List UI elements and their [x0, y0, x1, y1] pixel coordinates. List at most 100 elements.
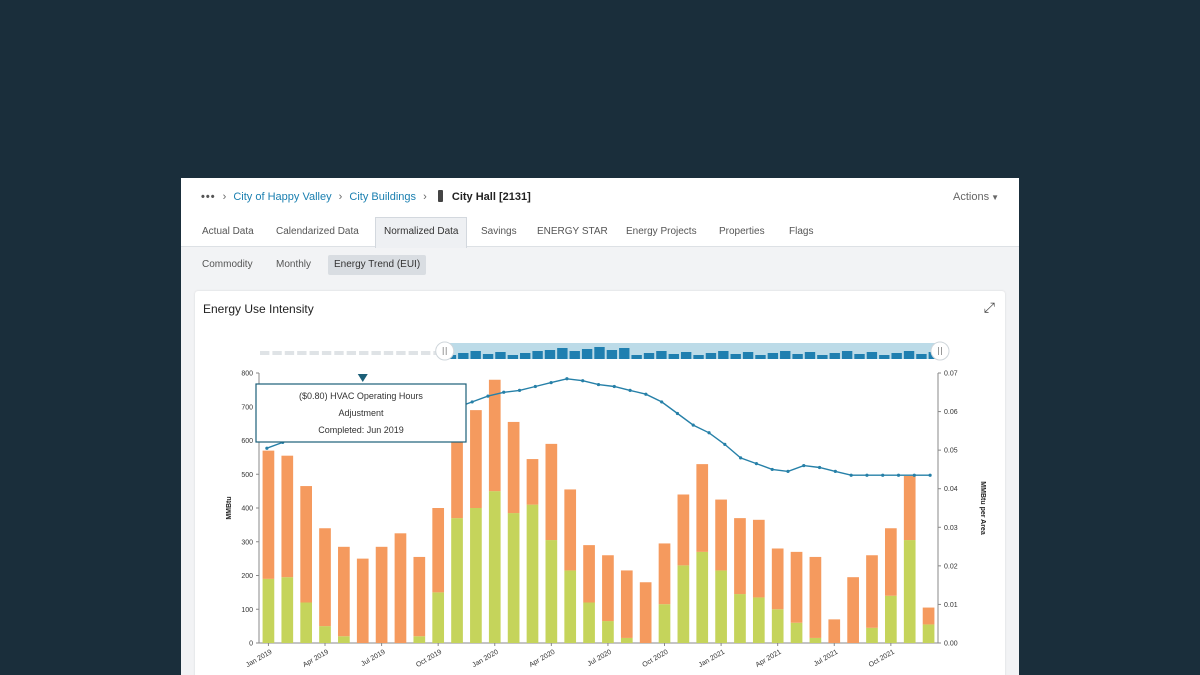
y-tick-label: 100: [241, 607, 253, 614]
x-tick-label: Oct 2021: [868, 649, 896, 669]
bar-segment-orange: [338, 546, 350, 637]
bar-segment-orange: [847, 577, 859, 643]
actions-label: Actions: [953, 191, 990, 203]
navigator-selection: [444, 343, 940, 359]
y2-tick-label: 0.06: [944, 409, 958, 416]
breadcrumb: ••• › City of Happy Valley › City Buildi…: [201, 190, 531, 203]
y-tick-label: 700: [241, 404, 253, 411]
eui-chart-card: Energy Use Intensity ⤢ 0 100 200 300 400 500 6…: [195, 291, 1005, 675]
breadcrumb-link-group[interactable]: City Buildings: [349, 191, 417, 203]
bar-segment-orange: [809, 556, 822, 638]
navigator-mini-bar: [408, 351, 418, 355]
navigator-mini-bar: [321, 351, 332, 355]
eui-line-point: [707, 431, 711, 435]
bar-segment-green: [620, 637, 633, 643]
navigator-mini-bar: [829, 353, 840, 359]
navigator-mini-bar: [705, 353, 717, 359]
eui-line-point: [470, 400, 474, 404]
bar-segment-green: [715, 570, 727, 643]
y2-tick-label: 0.01: [944, 602, 958, 609]
bar-segment-green: [488, 491, 501, 643]
navigator-mini-bar: [767, 353, 779, 359]
eui-line-point: [565, 377, 569, 381]
bar-segment-green: [413, 636, 426, 643]
navigator-mini-bar: [804, 352, 816, 359]
x-tick-label: Jul 2020: [587, 649, 614, 668]
eui-line-point: [533, 384, 537, 389]
bar-segment-green: [545, 540, 558, 643]
navigator-mini-bar: [482, 354, 494, 359]
tooltip-line: Adjustment: [338, 408, 384, 418]
bar-segment-orange: [620, 570, 633, 638]
navigator-mini-bar: [792, 354, 803, 359]
tab-energy-star[interactable]: ENERGY STAR: [537, 226, 608, 237]
bar-segment-orange: [413, 556, 426, 637]
eui-line-point: [723, 442, 727, 446]
tab-flags[interactable]: Flags: [789, 226, 814, 237]
eui-line-point: [802, 463, 806, 468]
bar-segment-green: [602, 621, 614, 643]
eui-line-point: [612, 384, 616, 389]
navigator-mini-bar: [557, 348, 568, 359]
navigator-mini-bar: [742, 352, 754, 359]
bar-segment-green: [734, 594, 746, 643]
y-tick-label: 500: [241, 472, 253, 479]
tab-normalized-data[interactable]: Normalized Data: [375, 217, 468, 248]
actions-menu-button[interactable]: Actions ▼: [953, 191, 999, 203]
eui-line-point: [849, 473, 853, 477]
expand-icon[interactable]: ⤢: [983, 299, 995, 315]
bar-segment-green: [300, 602, 312, 643]
eui-line-point: [928, 473, 932, 477]
bar-segment-green: [338, 636, 350, 643]
bar-segment-green: [677, 565, 690, 643]
navigator-mini-bar: [309, 351, 319, 355]
eui-line-point: [502, 390, 506, 394]
bar-segment-orange: [488, 379, 501, 492]
subtab-monthly[interactable]: Monthly: [276, 259, 312, 270]
breadcrumb-overflow[interactable]: •••: [201, 191, 216, 203]
bar-segment-green: [526, 504, 539, 643]
bar-segment-green: [583, 602, 595, 643]
eui-line-point: [549, 381, 553, 385]
bar-segment-orange: [394, 533, 407, 643]
breadcrumb-link-organization[interactable]: City of Happy Valley: [233, 191, 332, 203]
breadcrumb-current: City Hall [2131]: [451, 191, 531, 203]
chevron-right-icon: ›: [423, 191, 427, 203]
tab-calendarized-data[interactable]: Calendarized Data: [276, 226, 359, 237]
y2-tick-label: 0.00: [944, 641, 958, 648]
tab-energy-projects[interactable]: Energy Projects: [626, 226, 697, 237]
navigator-mini-bar: [383, 351, 394, 355]
y2-tick-label: 0.05: [944, 448, 958, 455]
bar-segment-orange: [375, 546, 388, 643]
bar-segment-orange: [771, 548, 784, 610]
eui-line-point: [660, 400, 664, 404]
bar-segment-orange: [885, 528, 897, 596]
y2-tick-label: 0.02: [944, 563, 958, 570]
bar-segment-green: [432, 592, 445, 643]
eui-chart: 0 100 200 300 400 500 600 700 800 0.00 0.01 0.02 0.0…: [226, 341, 986, 669]
bar-segment-green: [507, 513, 520, 643]
bar-segment-green: [790, 622, 803, 643]
x-tick-label: Apr 2021: [755, 649, 783, 669]
navigator-mini-bar: [755, 355, 766, 359]
bar-segment-orange: [602, 555, 614, 622]
navigator-mini-bar: [916, 354, 927, 359]
eui-line-point: [581, 379, 585, 383]
bar-segment-green: [658, 604, 671, 643]
subtab-commodity[interactable]: Commodity: [202, 259, 253, 270]
navigator-mini-bar: [544, 350, 556, 359]
eui-line-point: [628, 388, 632, 392]
subtab-energy-trend[interactable]: Energy Trend (EUI): [328, 255, 427, 275]
eui-line-point: [517, 388, 522, 392]
y-axis-title: MMBtu: [226, 496, 233, 519]
tab-savings[interactable]: Savings: [481, 226, 517, 237]
header: ••• › City of Happy Valley › City Buildi…: [181, 178, 1019, 218]
annotation-tooltip: ($0.80) HVAC Operating Hours Adjustment Co…: [255, 383, 467, 443]
navigator-mini-bar: [359, 351, 369, 355]
tab-actual-data[interactable]: Actual Data: [202, 226, 254, 237]
tab-properties[interactable]: Properties: [719, 226, 765, 237]
eui-line-point: [817, 465, 822, 470]
bar-segment-orange: [507, 421, 520, 514]
bar-segment-green: [809, 637, 822, 643]
bar-segment-orange: [583, 545, 595, 603]
